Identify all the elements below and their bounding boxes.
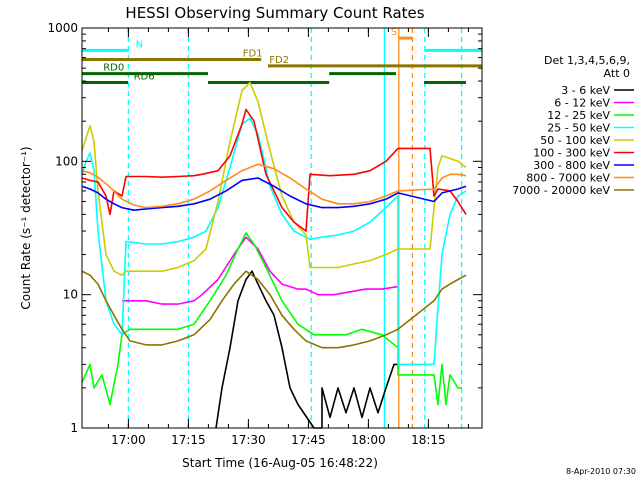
series-line-5 <box>81 81 467 277</box>
y-axis-label: Count Rate (s⁻¹ detector⁻¹) <box>19 146 33 309</box>
generation-timestamp: 8-Apr-2010 07:30 <box>566 467 636 476</box>
x-tick-label: 17:15 <box>171 433 206 447</box>
x-axis-ticks: 17:00 17:15 17:30 17:45 18:00 18:15 <box>107 28 469 447</box>
plot-area: N S FD1 FD2 RD0 RD6 <box>81 27 482 429</box>
series-line-2 <box>122 236 399 305</box>
series-line-9 <box>81 270 467 349</box>
legend-label-3: 12 - 25 keV <box>547 109 610 122</box>
series-line-8 <box>81 163 467 209</box>
x-tick-label: 18:15 <box>411 433 446 447</box>
annotation-label-fd2: FD2 <box>269 55 289 66</box>
chart-title: HESSI Observing Summary Count Rates <box>125 4 424 22</box>
y-tick-label: 100 <box>55 154 78 168</box>
legend-label-4: 25 - 50 keV <box>547 122 610 135</box>
annotation-label-n: N <box>136 39 143 50</box>
legend-header-line-2: Att 0 <box>604 67 630 80</box>
plot-frame <box>81 27 483 429</box>
legend-label-6: 100 - 300 keV <box>533 147 610 160</box>
y-axis-ticks: 1 10 100 1000 <box>47 21 482 435</box>
legend-label-5: 50 - 100 keV <box>540 134 610 147</box>
legend-header-line-1: Det 1,3,4,5,6,9, <box>544 54 630 67</box>
y-tick-label: 1 <box>70 421 78 435</box>
series-line-4 <box>81 117 467 366</box>
series-line-7 <box>81 177 467 211</box>
annotation-label-rd0: RD0 <box>103 63 124 74</box>
series-line-3 <box>81 232 462 406</box>
x-tick-label: 17:00 <box>111 433 146 447</box>
annotation-label-rd6: RD6 <box>134 72 155 83</box>
x-axis-label: Start Time (16-Aug-05 16:48:22) <box>182 456 378 470</box>
x-tick-label: 18:00 <box>351 433 386 447</box>
y-tick-label: 1000 <box>47 21 78 35</box>
annotation-label-s: S <box>391 27 397 38</box>
series-line-1 <box>215 270 398 429</box>
legend-label-7: 300 - 800 keV <box>533 159 610 172</box>
annotation-label-fd1: FD1 <box>243 49 263 60</box>
series-line-6 <box>81 108 467 232</box>
y-tick-label: 10 <box>63 288 78 302</box>
legend-label-9: 7000 - 20000 keV <box>512 184 610 197</box>
x-tick-label: 17:45 <box>291 433 326 447</box>
x-tick-label: 17:30 <box>231 433 266 447</box>
legend-label-2: 6 - 12 keV <box>554 97 610 110</box>
legend-label-1: 3 - 6 keV <box>561 84 610 97</box>
legend-label-8: 800 - 7000 keV <box>526 172 610 185</box>
